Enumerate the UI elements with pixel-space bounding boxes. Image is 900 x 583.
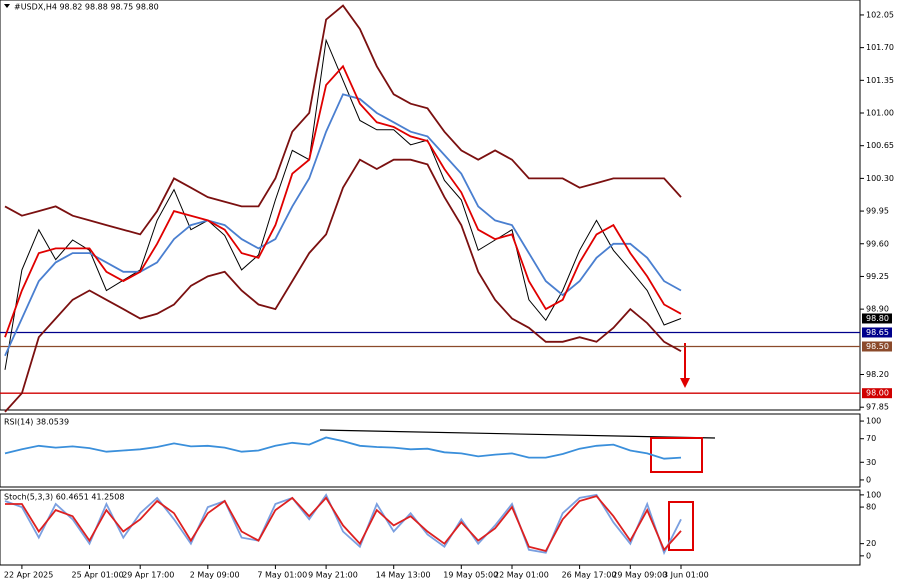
y-tick-label: 100.30: [866, 174, 894, 183]
x-tick-label: 22 Apr 2025: [4, 571, 53, 580]
y-tick-label: 100: [866, 490, 881, 499]
level-tag: [862, 313, 892, 324]
x-tick-label: 9 May 21:00: [308, 571, 358, 580]
trend-line: [319, 429, 716, 439]
x-tick-label: 14 May 13:00: [376, 571, 431, 580]
level-label: 98.50: [866, 342, 889, 351]
y-tick-label: 101.70: [866, 43, 894, 52]
series-line: [4, 64, 682, 338]
chart-title: #USDX,H4 98.82 98.88 98.75 98.80: [14, 3, 159, 12]
series-line: [4, 38, 682, 370]
rsi-title: RSI(14) 38.0539: [4, 418, 69, 427]
series-line: [4, 436, 682, 460]
y-tick-label: 101.00: [866, 109, 894, 118]
highlight-box: [668, 501, 694, 551]
x-tick-label: 25 Apr 01:00: [72, 571, 124, 580]
x-tick-label: 22 May 01:00: [494, 571, 549, 580]
series-line: [4, 158, 682, 413]
level-label: 98.00: [866, 389, 889, 398]
x-tick-label: 29 May 09:00: [612, 571, 667, 580]
main-panel: [0, 0, 861, 411]
x-tick-label: 26 May 17:00: [562, 571, 617, 580]
stoch-panel: [0, 489, 861, 566]
series-line: [4, 4, 682, 236]
x-tick-label: 7 May 01:00: [257, 571, 307, 580]
down-arrow: [680, 343, 690, 388]
y-tick-label: 99.60: [866, 239, 889, 248]
series-line: [4, 93, 682, 357]
y-tick-label: 80: [866, 503, 876, 512]
series-line: [4, 493, 682, 556]
y-tick-label: 102.05: [866, 10, 894, 19]
y-tick-label: 0: [866, 475, 871, 484]
y-tick-label: 20: [866, 539, 876, 548]
y-tick-label: 100.65: [866, 141, 894, 150]
y-tick-label: 99.25: [866, 272, 889, 281]
x-tick-label: 29 Apr 17:00: [122, 571, 174, 580]
series-line: [5, 495, 682, 553]
y-tick-label: 30: [866, 458, 876, 467]
menu-arrow[interactable]: [4, 4, 10, 8]
stoch-title: Stoch(5,3,3) 60.4651 41.2508: [4, 493, 124, 502]
y-tick-label: 97.85: [866, 403, 889, 412]
y-tick-label: 98.90: [866, 305, 889, 314]
y-tick-label: 0: [866, 551, 871, 560]
y-tick-label: 98.20: [866, 370, 889, 379]
level-tag: [862, 388, 892, 399]
rsi-panel: [0, 413, 861, 488]
y-tick-label: 100: [866, 417, 881, 426]
x-tick-label: 19 May 05:00: [443, 571, 498, 580]
x-tick-label: 3 Jun 01:00: [663, 571, 709, 580]
level-tag: [862, 327, 892, 338]
y-tick-label: 70: [866, 434, 876, 443]
level-label: 98.80: [866, 314, 889, 323]
highlight-box: [650, 437, 703, 473]
level-tag: [862, 341, 892, 352]
y-tick-label: 99.95: [866, 207, 889, 216]
x-tick-label: 2 May 09:00: [190, 571, 240, 580]
y-tick-label: 101.35: [866, 76, 894, 85]
level-label: 98.65: [866, 328, 889, 337]
